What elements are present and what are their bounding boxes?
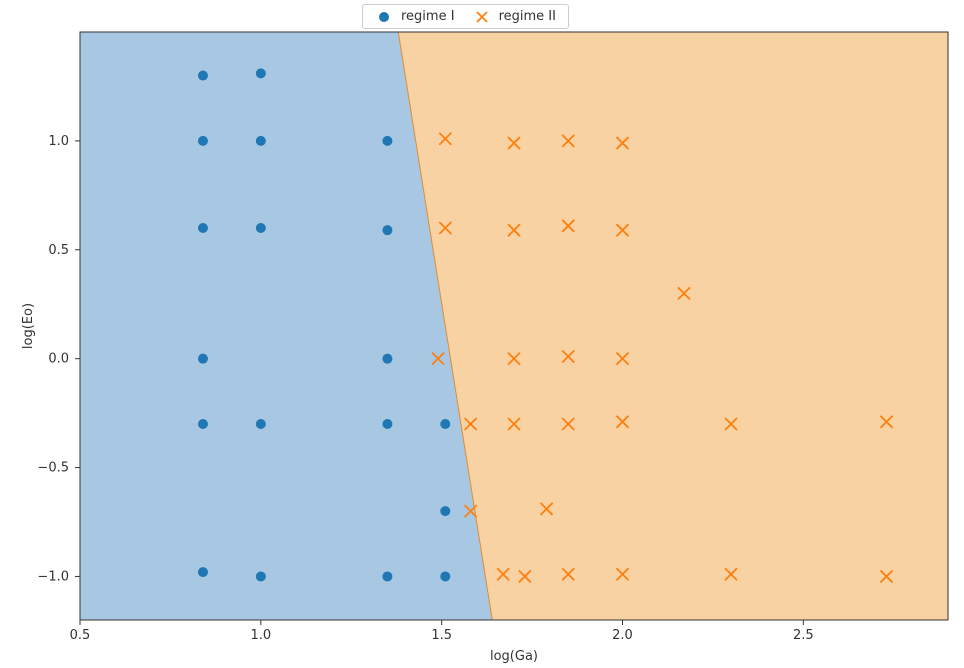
point-regime-i [198,567,208,577]
point-regime-i [198,71,208,81]
y-axis-label: log(Eo) [21,303,36,349]
point-regime-i [256,223,266,233]
legend-label: regime I [401,9,455,24]
x-axis-label: log(Ga) [490,649,538,664]
point-regime-i [256,571,266,581]
x-tick-label: 2.5 [793,628,814,643]
x-tick-label: 2.0 [612,628,633,643]
legend: regime I regime II [362,4,569,29]
y-tick-label: −1.0 [37,569,69,584]
x-tick-label: 0.5 [70,628,91,643]
y-tick-label: 0.0 [48,352,69,367]
x-tick-label: 1.5 [431,628,452,643]
point-regime-i [382,136,392,146]
legend-item: regime II [473,9,556,24]
point-regime-i [440,506,450,516]
region-right [398,32,948,620]
point-regime-i [382,225,392,235]
point-regime-i [256,136,266,146]
y-tick-label: −0.5 [37,461,69,476]
point-regime-i [198,419,208,429]
point-regime-i [440,571,450,581]
plot-svg: 0.5 1.0 1.5 2.0 2.5 −1.0 −0.5 0.0 0.5 1.0 log(Ga) l… [0,0,964,668]
legend-label: regime II [499,9,556,24]
point-regime-i [256,68,266,78]
y-tick-label: 0.5 [48,243,69,258]
circle-icon [375,10,393,24]
x-tick-label: 1.0 [250,628,271,643]
point-regime-i [256,419,266,429]
regions [80,32,948,620]
point-regime-i [382,571,392,581]
y-tick-label: 1.0 [48,134,69,149]
point-regime-i [198,223,208,233]
point-regime-i [198,136,208,146]
point-regime-i [198,354,208,364]
x-icon [473,10,491,24]
legend-item: regime I [375,9,455,24]
point-regime-i [382,419,392,429]
point-regime-i [382,354,392,364]
point-regime-i [440,419,450,429]
scatter-chart: 0.5 1.0 1.5 2.0 2.5 −1.0 −0.5 0.0 0.5 1.0 log(Ga) l… [0,0,964,668]
